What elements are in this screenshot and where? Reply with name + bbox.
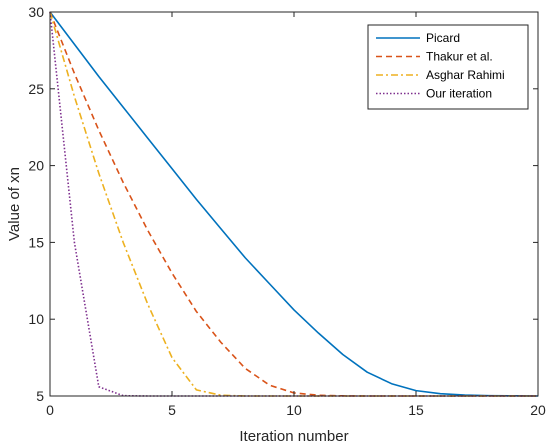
y-tick-label: 5: [36, 388, 44, 404]
legend: Picard Thakur et al. Asghar Rahimi Our iter…: [367, 24, 529, 110]
y-tick-label: 30: [28, 4, 44, 20]
legend-entry-1: Picard: [426, 31, 460, 45]
x-tick-label: 15: [408, 402, 424, 418]
legend-entry-2: Thakur et al.: [426, 50, 493, 64]
y-axis-label: Value of xn: [6, 167, 23, 241]
legend-entry-4: Our iteration: [426, 87, 492, 101]
y-tick-label: 10: [28, 311, 44, 327]
x-tick-label: 0: [46, 402, 54, 418]
legend-box: [367, 24, 529, 110]
y-tick-label: 20: [28, 158, 44, 174]
series-line-1: [49, 11, 539, 397]
y-tick-label: 25: [28, 81, 44, 97]
x-axis-label: Iteration number: [239, 428, 348, 445]
y-tick-label: 15: [28, 234, 44, 250]
x-tick-label: 5: [168, 402, 176, 418]
legend-entry-3: Asghar Rahimi: [426, 68, 505, 82]
x-tick-label: 10: [286, 402, 302, 418]
x-tick-label: 20: [530, 402, 546, 418]
